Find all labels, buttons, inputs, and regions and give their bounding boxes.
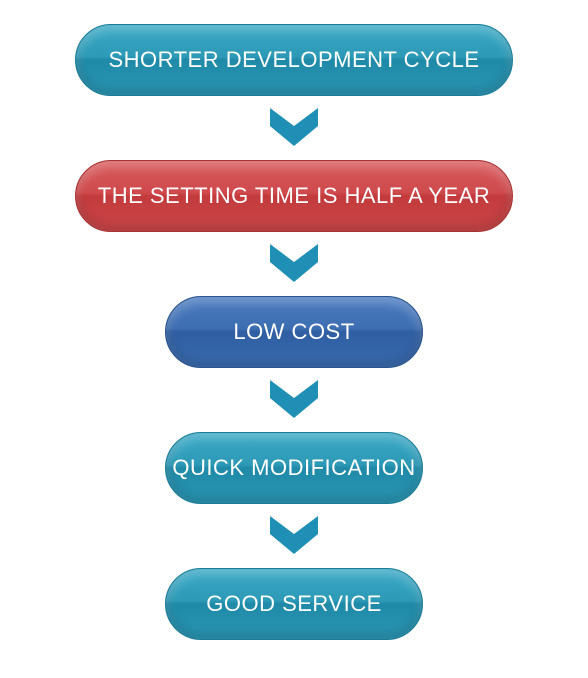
flow-node-4: QUICK MODIFICATION [165,432,423,504]
flow-node-4-label: QUICK MODIFICATION [172,455,415,481]
flow-node-2-label: THE SETTING TIME IS HALF A YEAR [98,183,490,209]
chevron-down-icon [266,242,322,286]
flow-node-5: GOOD SERVICE [165,568,423,640]
flow-node-3: LOW COST [165,296,423,368]
chevron-down-icon [266,514,322,558]
chevron-down-icon [266,106,322,150]
flow-node-5-label: GOOD SERVICE [206,591,382,617]
flow-node-1-label: SHORTER DEVELOPMENT CYCLE [108,47,479,73]
flow-node-1: SHORTER DEVELOPMENT CYCLE [75,24,513,96]
flow-node-3-label: LOW COST [233,319,354,345]
chevron-down-icon [266,378,322,422]
flow-node-2: THE SETTING TIME IS HALF A YEAR [75,160,513,232]
